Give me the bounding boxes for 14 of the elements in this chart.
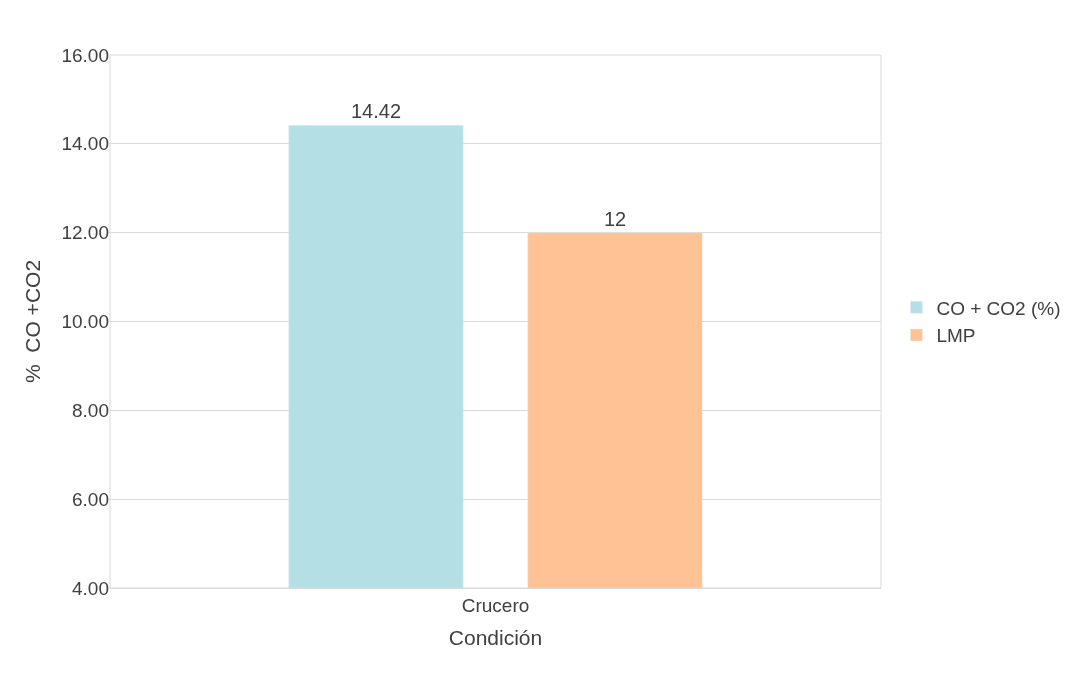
y-axis-title: % CO +CO2 (20, 259, 44, 384)
x-axis-title: Condición (448, 626, 543, 649)
y-tick-label: 12.00 (61, 222, 109, 244)
legend-label: CO + CO2 (%) (936, 297, 1061, 319)
y-tick-label: 4.00 (72, 577, 109, 599)
y-tick-label: 16.00 (61, 44, 109, 66)
data-label: 12 (603, 207, 627, 230)
y-tick-label: 10.00 (61, 311, 109, 333)
y-tick-label: 6.00 (72, 488, 109, 510)
data-label: 14.42 (350, 100, 402, 123)
legend-label: LMP (936, 325, 976, 347)
x-tick-label: Crucero (461, 594, 530, 616)
y-tick-label: 8.00 (72, 399, 109, 421)
y-tick-label: 14.00 (61, 133, 109, 155)
